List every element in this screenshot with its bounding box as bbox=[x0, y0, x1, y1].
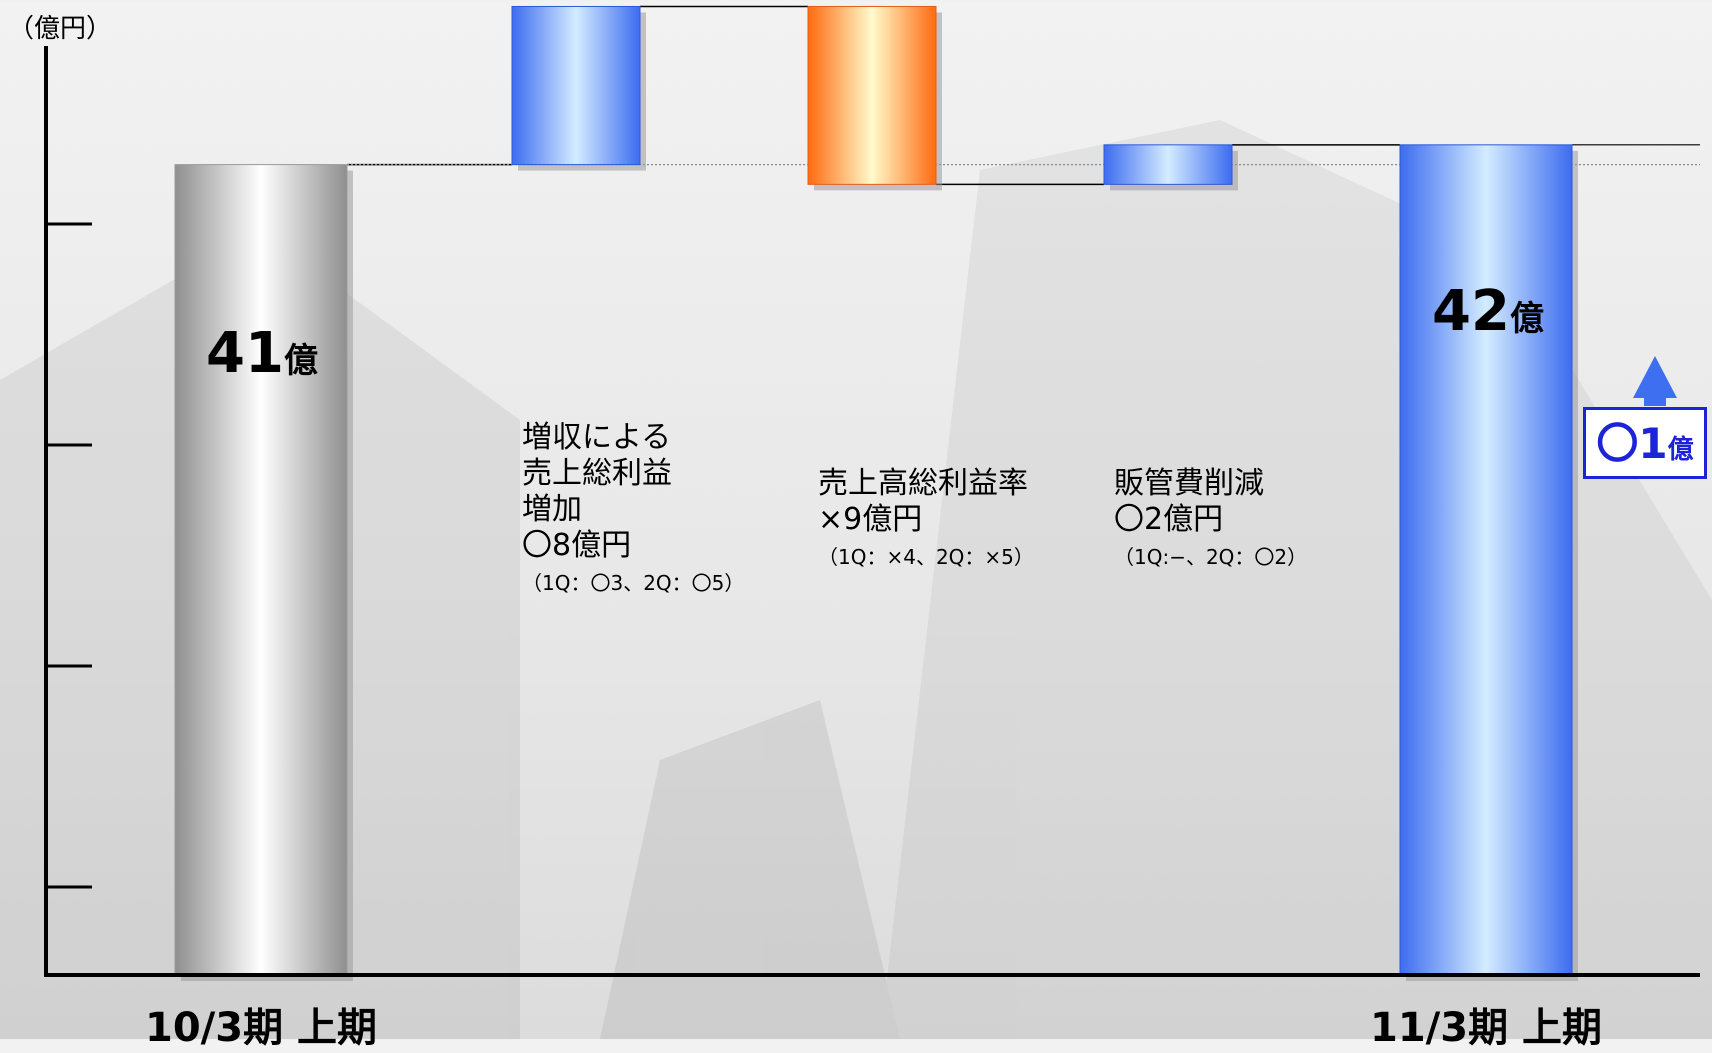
bar-total-4 bbox=[1399, 144, 1573, 976]
bar-increase-3 bbox=[1103, 144, 1233, 185]
bar-value-label-end: 42億 bbox=[1432, 279, 1544, 344]
bar-total-0 bbox=[174, 164, 348, 976]
y-axis-unit-label: （億円） bbox=[8, 14, 113, 44]
up-arrow-stem bbox=[1644, 396, 1666, 406]
up-arrow-icon bbox=[1633, 356, 1677, 398]
x-category-label-end: 11/3期 上期 bbox=[1370, 1005, 1603, 1051]
step-label-margin-decrease: 売上高総利益率 ×9億円 （1Q：×4、2Q：×5） bbox=[818, 466, 1034, 569]
bar-value-label-start: 41億 bbox=[206, 321, 318, 386]
delta-change-badge: 〇1億 bbox=[1583, 407, 1707, 479]
step-label-sga-reduction: 販管費削減 〇2億円 （1Q:−、2Q：〇2） bbox=[1114, 466, 1308, 569]
x-category-label-start: 10/3期 上期 bbox=[145, 1005, 378, 1051]
step-label-sales-increase: 増収による 売上総利益 増加 〇8億円 （1Q：〇3、2Q：〇5） bbox=[522, 420, 745, 595]
bar-decrease-2 bbox=[807, 5, 937, 185]
bar-increase-1 bbox=[511, 5, 641, 166]
